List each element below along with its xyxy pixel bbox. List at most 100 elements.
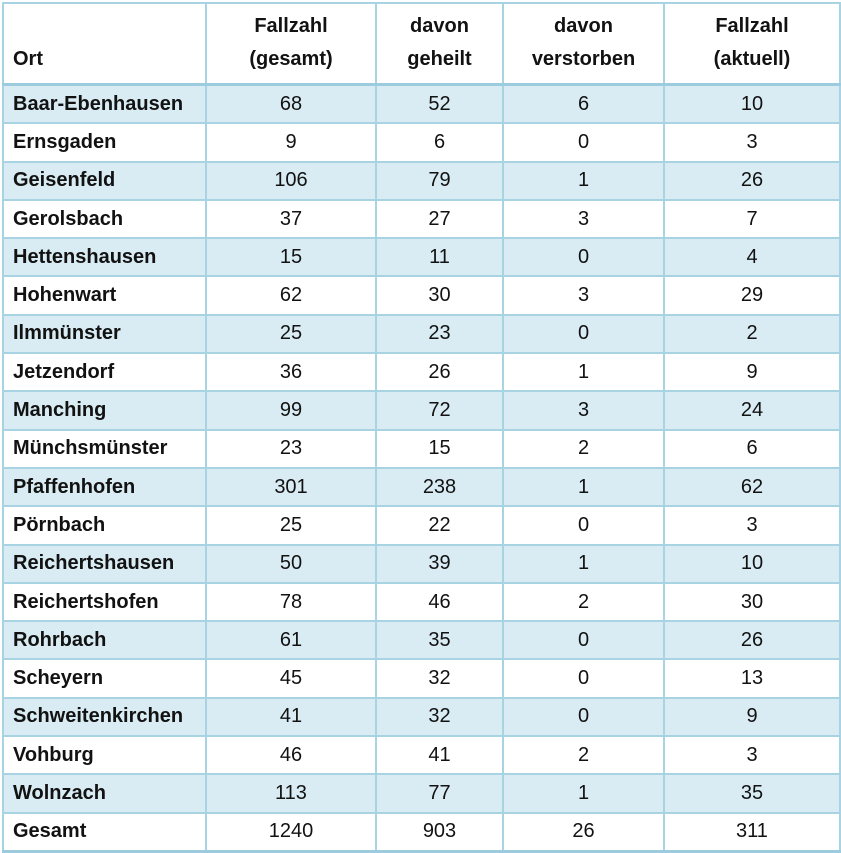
cell-ort: Pfaffenhofen [2,466,207,508]
table-footer: Gesamt 1240 903 26 311 [2,811,841,853]
cell-verstorben: 2 [502,735,665,776]
cell-verstorben: 1 [502,543,665,584]
table-row: Ernsgaden 9 6 0 3 [2,122,841,163]
cell-gesamt: 106 [205,160,377,201]
cell-ort: Münchsmünster [2,428,207,469]
cell-verstorben: 0 [502,237,665,278]
cell-verstorben: 2 [502,581,665,623]
cell-geheilt: 15 [375,428,504,469]
header-geheilt: davon geheilt [375,2,504,86]
cell-aktuell: 29 [663,275,841,316]
cell-gesamt: 15 [205,237,377,278]
cell-verstorben: 3 [502,390,665,431]
total-cell-gesamt: 1240 [205,811,377,853]
cell-gesamt: 99 [205,390,377,431]
cell-verstorben: 0 [502,122,665,163]
cell-aktuell: 2 [663,313,841,355]
header-gesamt: Fallzahl (gesamt) [205,2,377,86]
cell-ort: Pörnbach [2,505,207,546]
cell-geheilt: 22 [375,505,504,546]
cell-ort: Baar-Ebenhausen [2,83,207,125]
cell-verstorben: 0 [502,313,665,355]
cell-geheilt: 26 [375,352,504,393]
table-row: Pfaffenhofen 301 238 1 62 [2,466,841,508]
cell-gesamt: 25 [205,505,377,546]
cell-aktuell: 35 [663,773,841,814]
cell-verstorben: 1 [502,352,665,393]
cell-gesamt: 113 [205,773,377,814]
table-row: Reichertshausen 50 39 1 10 [2,543,841,584]
cell-verstorben: 6 [502,83,665,125]
cell-ort: Rohrbach [2,620,207,661]
cell-gesamt: 45 [205,658,377,699]
cell-geheilt: 79 [375,160,504,201]
cell-geheilt: 46 [375,581,504,623]
cell-verstorben: 3 [502,275,665,316]
cell-verstorben: 0 [502,696,665,738]
cell-aktuell: 9 [663,352,841,393]
cell-gesamt: 37 [205,198,377,240]
cell-gesamt: 61 [205,620,377,661]
cell-geheilt: 39 [375,543,504,584]
cell-ort: Vohburg [2,735,207,776]
cell-gesamt: 9 [205,122,377,163]
cell-verstorben: 3 [502,198,665,240]
total-label: Gesamt [2,811,207,853]
cell-verstorben: 0 [502,658,665,699]
cell-aktuell: 10 [663,543,841,584]
table-row: Jetzendorf 36 26 1 9 [2,352,841,393]
cell-geheilt: 35 [375,620,504,661]
cell-geheilt: 11 [375,237,504,278]
cell-geheilt: 23 [375,313,504,355]
cell-ort: Schweitenkirchen [2,696,207,738]
cell-aktuell: 7 [663,198,841,240]
cell-aktuell: 3 [663,505,841,546]
cell-aktuell: 30 [663,581,841,623]
cell-aktuell: 13 [663,658,841,699]
cell-aktuell: 4 [663,237,841,278]
cell-gesamt: 23 [205,428,377,469]
cell-aktuell: 3 [663,735,841,776]
table-row: Hettenshausen 15 11 0 4 [2,237,841,278]
cell-gesamt: 68 [205,83,377,125]
cell-gesamt: 78 [205,581,377,623]
cell-gesamt: 62 [205,275,377,316]
cell-gesamt: 46 [205,735,377,776]
cell-ort: Hettenshausen [2,237,207,278]
cell-geheilt: 32 [375,696,504,738]
cell-gesamt: 50 [205,543,377,584]
table-row: Münchsmünster 23 15 2 6 [2,428,841,469]
header-aktuell: Fallzahl (aktuell) [663,2,841,86]
table-row: Geisenfeld 106 79 1 26 [2,160,841,201]
cell-aktuell: 62 [663,466,841,508]
cell-verstorben: 1 [502,773,665,814]
cell-geheilt: 238 [375,466,504,508]
cell-verstorben: 1 [502,466,665,508]
cell-aktuell: 9 [663,696,841,738]
total-cell-aktuell: 311 [663,811,841,853]
table-row: Wolnzach 113 77 1 35 [2,773,841,814]
cell-aktuell: 26 [663,620,841,661]
cell-geheilt: 6 [375,122,504,163]
cell-gesamt: 36 [205,352,377,393]
cell-ort: Scheyern [2,658,207,699]
table-row: Schweitenkirchen 41 32 0 9 [2,696,841,738]
header-row: Ort Fallzahl (gesamt) davon geheilt davo… [2,2,841,86]
cell-aktuell: 6 [663,428,841,469]
cell-gesamt: 41 [205,696,377,738]
table-row: Rohrbach 61 35 0 26 [2,620,841,661]
cell-geheilt: 41 [375,735,504,776]
table-header: Ort Fallzahl (gesamt) davon geheilt davo… [2,2,841,86]
cell-geheilt: 52 [375,83,504,125]
cell-ort: Geisenfeld [2,160,207,201]
cell-aktuell: 26 [663,160,841,201]
cell-aktuell: 3 [663,122,841,163]
cell-ort: Reichertshausen [2,543,207,584]
table-row: Vohburg 46 41 2 3 [2,735,841,776]
total-cell-verstorben: 26 [502,811,665,853]
cell-ort: Wolnzach [2,773,207,814]
cell-ort: Manching [2,390,207,431]
table-row: Gerolsbach 37 27 3 7 [2,198,841,240]
cell-ort: Reichertshofen [2,581,207,623]
